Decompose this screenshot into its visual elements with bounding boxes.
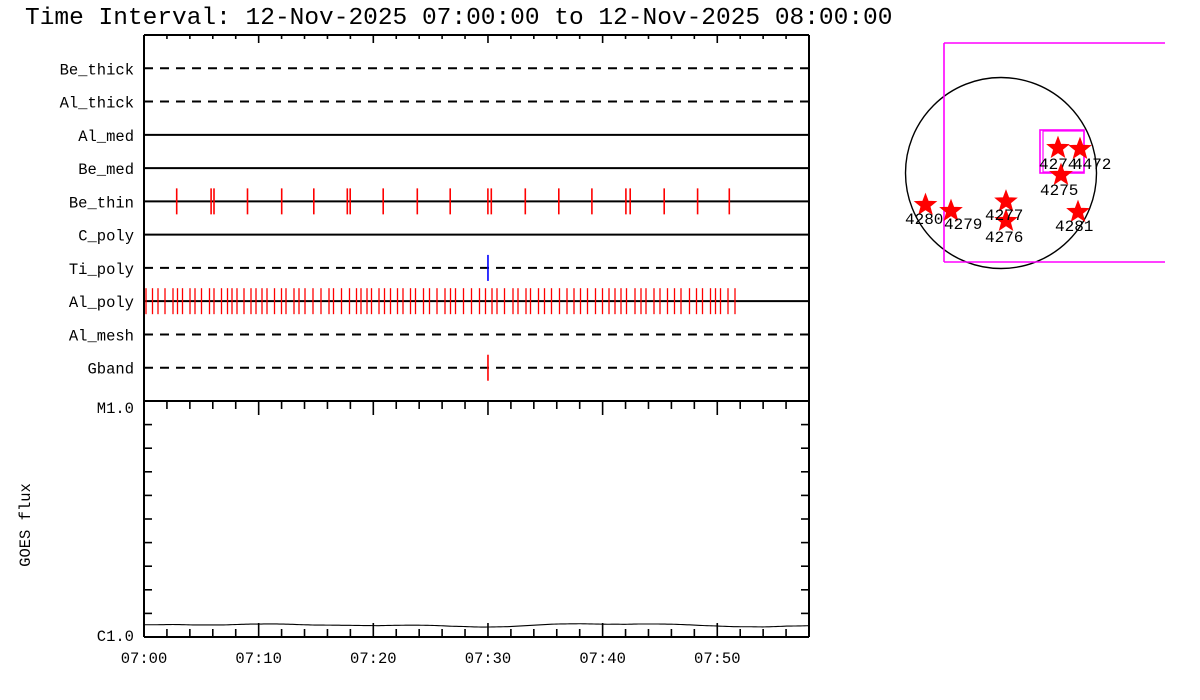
svg-text:4275: 4275 [1040, 182, 1078, 200]
svg-text:Be_thick: Be_thick [60, 61, 134, 79]
svg-text:M1.0: M1.0 [97, 400, 134, 418]
svg-text:Gband: Gband [87, 361, 134, 379]
svg-text:4276: 4276 [985, 229, 1023, 247]
svg-text:4281: 4281 [1055, 218, 1093, 236]
svg-text:07:50: 07:50 [694, 650, 741, 668]
svg-text:C1.0: C1.0 [97, 628, 134, 646]
svg-text:07:00: 07:00 [121, 650, 168, 668]
svg-text:Time Interval: 12-Nov-2025 07:: Time Interval: 12-Nov-2025 07:00:00 to 1… [25, 5, 892, 32]
svg-text:Al_thick: Al_thick [60, 95, 134, 113]
svg-text:4472: 4472 [1073, 156, 1111, 174]
svg-text:07:40: 07:40 [579, 650, 626, 668]
svg-text:Be_thin: Be_thin [69, 194, 134, 212]
svg-text:Ti_poly: Ti_poly [69, 261, 134, 279]
svg-text:07:10: 07:10 [235, 650, 282, 668]
svg-text:4277: 4277 [985, 207, 1023, 225]
svg-text:4280: 4280 [905, 211, 943, 229]
svg-text:Al_med: Al_med [78, 128, 134, 146]
svg-text:4279: 4279 [944, 216, 982, 234]
svg-text:C_poly: C_poly [78, 228, 134, 246]
svg-text:Be_med: Be_med [78, 161, 134, 179]
svg-text:07:30: 07:30 [465, 650, 512, 668]
svg-text:07:20: 07:20 [350, 650, 397, 668]
svg-text:Al_mesh: Al_mesh [69, 327, 134, 345]
svg-text:Al_poly: Al_poly [69, 294, 134, 312]
svg-text:GOES flux: GOES flux [17, 483, 35, 567]
